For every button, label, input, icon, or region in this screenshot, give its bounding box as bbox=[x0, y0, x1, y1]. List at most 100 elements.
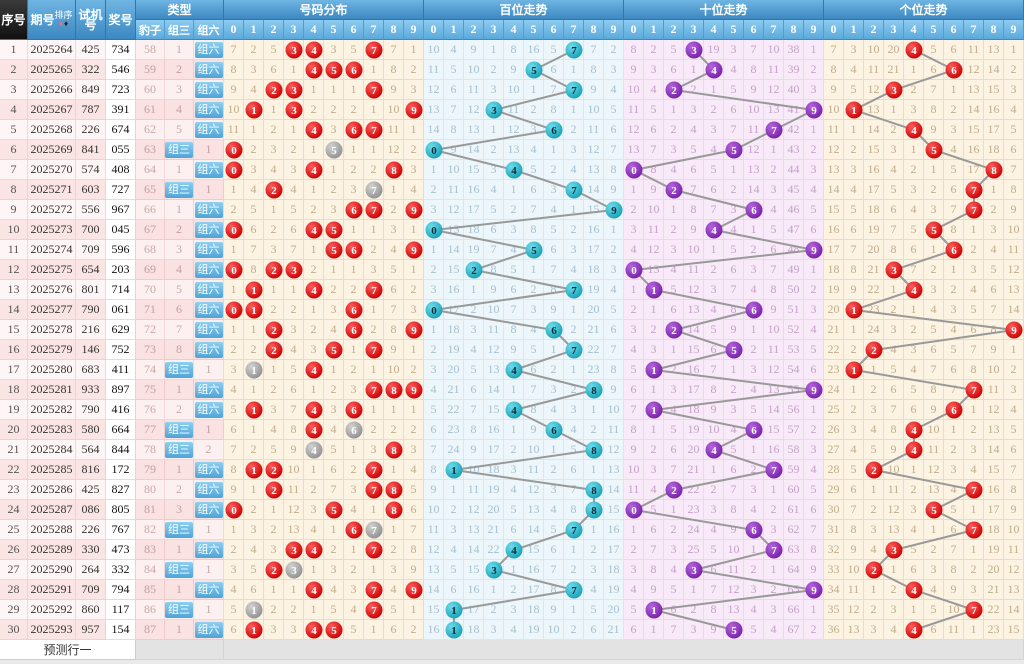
seq-cell: 24 bbox=[0, 500, 28, 520]
shi-cell: 6 bbox=[664, 440, 684, 460]
zu3-cell: 1 bbox=[165, 40, 194, 60]
ge-cell: 2 bbox=[944, 100, 964, 120]
period-cell: 2025289 bbox=[28, 540, 76, 560]
ge-cell: 24 bbox=[864, 320, 884, 340]
bai-cell: 15 bbox=[584, 200, 604, 220]
shi-cell: 4 bbox=[724, 420, 744, 440]
shi-cell: 11 bbox=[744, 120, 764, 140]
ge-cell: 21 bbox=[984, 580, 1004, 600]
dist-cell bbox=[264, 560, 284, 580]
bai-cell: 14 bbox=[584, 180, 604, 200]
bai-cell: 3 bbox=[424, 200, 444, 220]
prize-number-cell: 473 bbox=[106, 540, 136, 560]
dist-cell: 3 bbox=[304, 340, 324, 360]
dist-cell bbox=[324, 140, 344, 160]
dist-cell: 8 bbox=[404, 540, 424, 560]
zu6-chip: 组六 bbox=[194, 61, 223, 78]
bai-cell: 16 bbox=[444, 280, 464, 300]
dist-cell bbox=[364, 480, 384, 500]
prize-number-cell: 408 bbox=[106, 160, 136, 180]
ge-cell: 8 bbox=[924, 100, 944, 120]
shi-cell: 2 bbox=[744, 460, 764, 480]
zu3-cell: 2 bbox=[165, 60, 194, 80]
shi-cell: 6 bbox=[804, 500, 824, 520]
ge-cell: 28 bbox=[824, 460, 844, 480]
ge-cell bbox=[964, 380, 984, 400]
dist-cell: 4 bbox=[244, 80, 264, 100]
dist-cell: 3 bbox=[384, 560, 404, 580]
bai-cell: 8 bbox=[524, 400, 544, 420]
dist-cell: 3 bbox=[224, 360, 244, 380]
period-column-header[interactable]: 期号 排序 ♦ ♦ bbox=[28, 0, 76, 40]
ge-cell bbox=[904, 420, 924, 440]
bai-cell: 2 bbox=[564, 120, 584, 140]
ge-cell: 1 bbox=[1004, 340, 1024, 360]
dist-cell bbox=[244, 300, 264, 320]
ge-cell: 1 bbox=[844, 120, 864, 140]
shi-cell: 4 bbox=[704, 140, 724, 160]
test-number-cell: 700 bbox=[76, 220, 106, 240]
ge-cell bbox=[904, 280, 924, 300]
bai-cell: 3 bbox=[524, 300, 544, 320]
shi-cell: 6 bbox=[804, 220, 824, 240]
shi-cell: 4 bbox=[744, 280, 764, 300]
zu6-cell: 组六 bbox=[194, 340, 224, 360]
ge-cell: 6 bbox=[944, 180, 964, 200]
shi-cell: 2 bbox=[664, 120, 684, 140]
ge-cell: 3 bbox=[864, 620, 884, 640]
zu3-chip: 组三 bbox=[165, 181, 193, 198]
seq-cell: 21 bbox=[0, 440, 28, 460]
dist-cell: 4 bbox=[384, 240, 404, 260]
dist-cell bbox=[284, 260, 304, 280]
shi-cell: 2 bbox=[764, 500, 784, 520]
ge-cell: 19 bbox=[864, 220, 884, 240]
ge-cell: 4 bbox=[844, 180, 864, 200]
bai-cell bbox=[564, 520, 584, 540]
bai-cell: 20 bbox=[584, 300, 604, 320]
test-number-cell: 226 bbox=[76, 120, 106, 140]
bai-cell: 22 bbox=[484, 540, 504, 560]
dist-cell: 2 bbox=[324, 380, 344, 400]
shi-cell bbox=[744, 520, 764, 540]
ge-cell: 11 bbox=[864, 60, 884, 80]
zu6-cell: 1 bbox=[194, 140, 224, 160]
zu6-cell: 1 bbox=[194, 420, 224, 440]
bai-cell: 17 bbox=[464, 600, 484, 620]
zu6-cell: 2 bbox=[194, 440, 224, 460]
dist-cell bbox=[404, 200, 424, 220]
zu3-cell: 组三 bbox=[165, 560, 194, 580]
zu6-cell: 1 bbox=[194, 180, 224, 200]
bai-cell: 1 bbox=[564, 360, 584, 380]
ge-cell: 1 bbox=[864, 360, 884, 380]
test-number-cell: 086 bbox=[76, 500, 106, 520]
bai-cell: 10 bbox=[464, 460, 484, 480]
zu6-cell: 组六 bbox=[194, 300, 224, 320]
bai-cell: 7 bbox=[604, 140, 624, 160]
ge-cell: 6 bbox=[844, 480, 864, 500]
bai-cell: 16 bbox=[484, 420, 504, 440]
ge-cell: 1 bbox=[844, 380, 864, 400]
ge-cell: 1 bbox=[924, 160, 944, 180]
dist-cell: 4 bbox=[304, 520, 324, 540]
sort-asc-icon[interactable]: ♦ bbox=[58, 19, 63, 28]
zu3-cell: 5 bbox=[165, 120, 194, 140]
shi-cell bbox=[724, 620, 744, 640]
shi-cell: 13 bbox=[624, 140, 644, 160]
shi-cell bbox=[804, 580, 824, 600]
ge-cell: 3 bbox=[844, 160, 864, 180]
bai-cell: 8 bbox=[604, 360, 624, 380]
bai-cell: 16 bbox=[584, 220, 604, 240]
dist-cell: 9 bbox=[284, 440, 304, 460]
shi-cell: 8 bbox=[704, 600, 724, 620]
shi-cell: 2 bbox=[644, 40, 664, 60]
bai-cell: 7 bbox=[544, 560, 564, 580]
shi-cell: 1 bbox=[664, 100, 684, 120]
period-cell: 2025277 bbox=[28, 300, 76, 320]
period-cell: 2025274 bbox=[28, 240, 76, 260]
sort-desc-icon[interactable]: ♦ bbox=[63, 19, 69, 28]
shi-cell: 6 bbox=[664, 60, 684, 80]
seq-cell: 10 bbox=[0, 220, 28, 240]
dist-cell bbox=[224, 220, 244, 240]
bai-cell: 5 bbox=[544, 220, 564, 240]
ge-cell: 4 bbox=[964, 280, 984, 300]
